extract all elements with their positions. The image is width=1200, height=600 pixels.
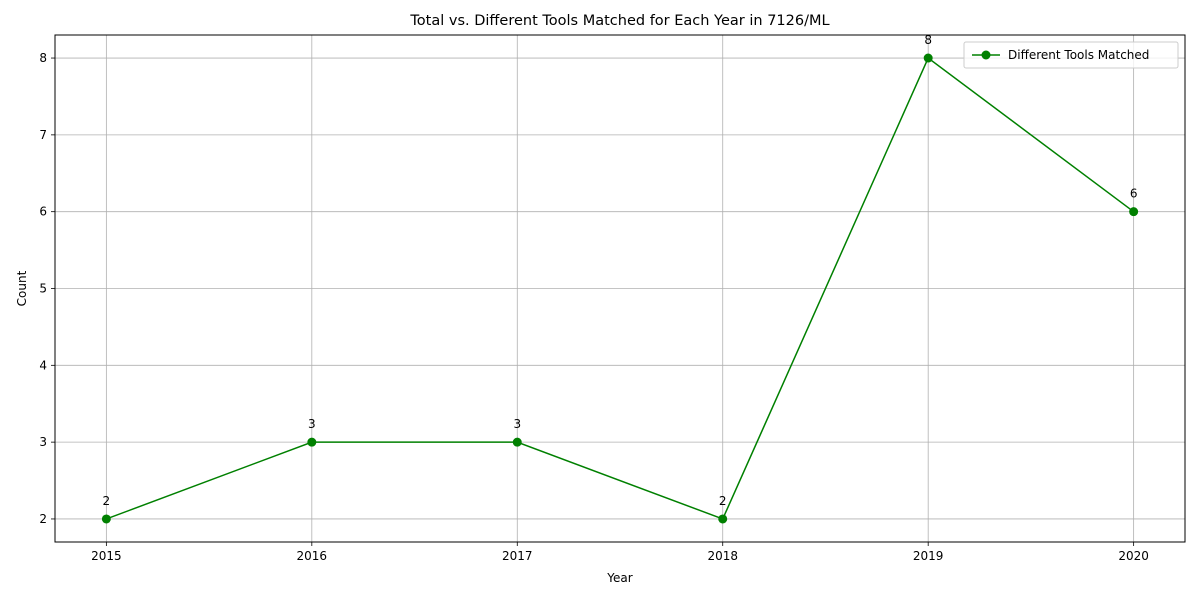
data-label: 8	[924, 33, 932, 47]
data-label: 3	[308, 417, 316, 431]
data-point	[101, 514, 111, 524]
series-line	[106, 56, 1135, 520]
data-point	[1129, 207, 1139, 217]
legend-box	[963, 41, 1179, 69]
x-tick-label: 2019	[913, 549, 944, 563]
data-point	[923, 53, 933, 63]
x-axis-label: Year	[606, 571, 632, 585]
data-label: 3	[513, 417, 521, 431]
y-tick-label: 4	[39, 358, 47, 372]
y-tick-label: 3	[39, 435, 47, 449]
legend: Different Tools Matched	[963, 41, 1179, 69]
legend-marker-swatch	[981, 50, 991, 60]
data-point	[307, 437, 317, 447]
x-tick-label: 2018	[707, 549, 738, 563]
y-tick-label: 7	[39, 128, 47, 142]
data-label: 2	[103, 494, 111, 508]
x-tick-label: 2015	[91, 549, 122, 563]
series-layer	[101, 53, 1139, 524]
data-point	[718, 514, 728, 524]
data-labels: 2 3 3 2 8 6	[103, 33, 1138, 508]
y-tick-label: 8	[39, 51, 47, 65]
y-tick-label: 6	[39, 205, 47, 219]
data-label: 2	[719, 494, 727, 508]
grid	[55, 35, 1185, 542]
chart-title: Total vs. Different Tools Matched for Ea…	[409, 13, 829, 29]
data-point	[512, 437, 522, 447]
x-tick-label: 2020	[1118, 549, 1149, 563]
y-axis-label: Count	[15, 270, 29, 306]
legend-entry-label: Different Tools Matched	[1008, 48, 1149, 62]
data-label: 6	[1130, 187, 1138, 201]
x-tick-label: 2016	[297, 549, 328, 563]
y-tick-label: 5	[39, 282, 47, 296]
y-tick-label: 2	[39, 512, 47, 526]
x-tick-label: 2017	[502, 549, 533, 563]
axis-ticks: 2015 2016 2017 2018 2019 2020 2 3 4 5 6 7 8	[39, 51, 1149, 563]
